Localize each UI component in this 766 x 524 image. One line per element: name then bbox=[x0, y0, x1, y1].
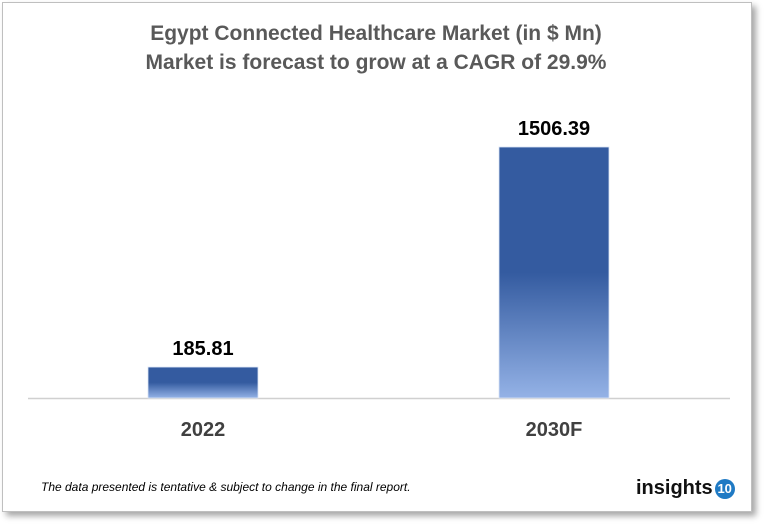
bar-2022 bbox=[147, 366, 259, 399]
bar-2030F bbox=[498, 146, 610, 399]
logo-text: insights bbox=[636, 477, 713, 499]
data-label: 185.81 bbox=[172, 338, 233, 360]
insights10-logo: insights 10 bbox=[636, 477, 735, 500]
data-label: 1506.39 bbox=[518, 118, 590, 140]
logo-badge: 10 bbox=[714, 478, 735, 499]
x-tick-label: 2022 bbox=[181, 419, 226, 441]
chart-frame bbox=[2, 2, 752, 512]
chart-subtitle: Market is forecast to grow at a CAGR of … bbox=[145, 51, 607, 74]
disclaimer-text: The data presented is tentative & subjec… bbox=[41, 480, 411, 494]
x-tick-label: 2030F bbox=[526, 419, 583, 441]
chart-title: Egypt Connected Healthcare Market (in $ … bbox=[150, 22, 602, 45]
